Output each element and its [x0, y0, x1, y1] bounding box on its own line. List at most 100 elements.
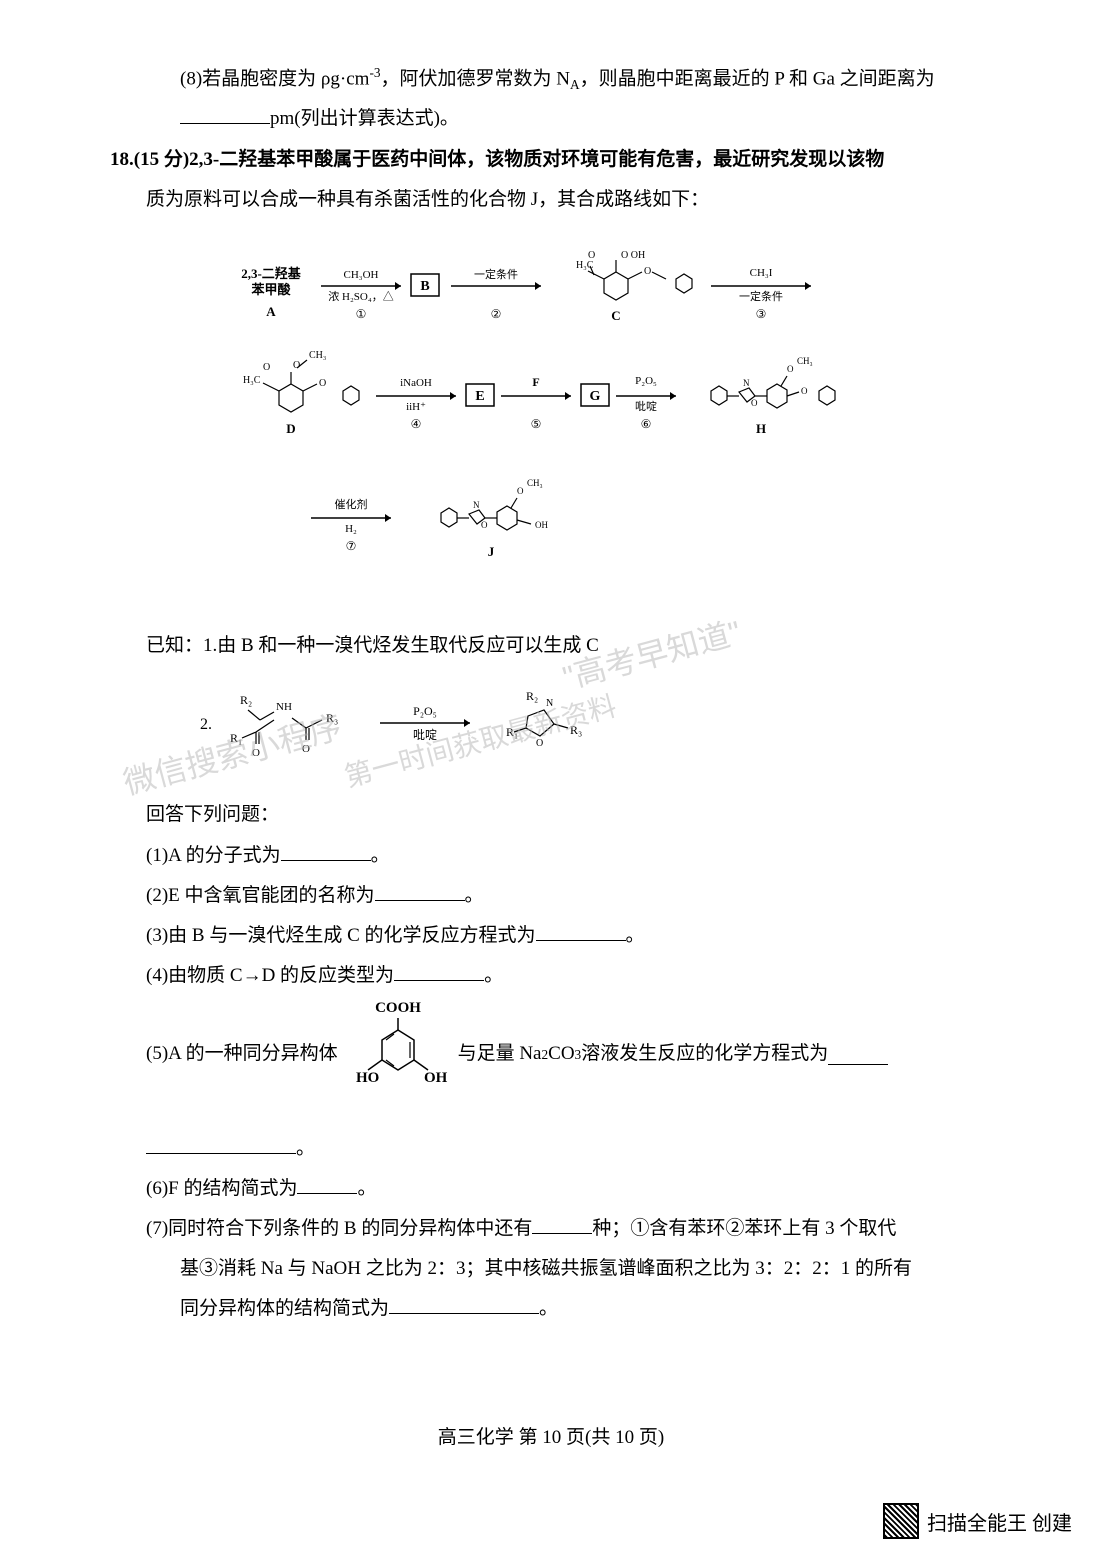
q2-end: 。 [465, 885, 484, 906]
q8-sup: -3 [369, 65, 380, 80]
q5-struct: COOH HO OH [338, 998, 458, 1111]
q7-c: 基③消耗 Na 与 NaOH 之比为 2：3；其中核磁共振氢谱峰面积之比为 3：… [110, 1251, 1012, 1287]
qr-icon [883, 1503, 919, 1539]
q8-text-b: ，阿伏加德罗常数为 N [381, 68, 570, 89]
svg-text:O: O [252, 747, 260, 759]
q5b-text: 与足量 Na [458, 1036, 542, 1072]
q8-text-c: ，则晶胞中距离最近的 P 和 Ga 之间距离为 [580, 68, 935, 89]
svg-text:OH: OH [535, 520, 548, 530]
svg-text:CH₃I: CH₃I [750, 267, 773, 279]
q8-cont: pm(列出计算表达式)。 [110, 101, 1012, 137]
svg-text:D: D [286, 421, 295, 436]
svg-text:⑤: ⑤ [531, 417, 542, 431]
svg-text:CH₃OH: CH₃OH [343, 269, 378, 281]
q8-text-a: (8)若晶胞密度为 ρg·cm [180, 68, 369, 89]
q5-sub1: 2 [541, 1042, 548, 1067]
svg-text:O: O [588, 250, 595, 261]
svg-text:OH: OH [424, 1070, 448, 1086]
svg-text:一定条件: 一定条件 [474, 267, 518, 281]
q5c-text: CO [548, 1036, 574, 1072]
q18-num: 18.(15 分)2,3-二羟基苯甲酸属于医药中间体，该物质对环境可能有危害，最… [110, 149, 884, 170]
q6-blank [297, 1173, 357, 1194]
svg-text:H₃C: H₃C [243, 375, 261, 386]
svg-text:O: O [517, 486, 524, 496]
svg-text:A: A [266, 304, 276, 319]
document-content: (8)若晶胞密度为 ρg·cm-3，阿伏加德罗常数为 NA，则晶胞中距离最近的 … [110, 60, 1012, 1328]
q7-d: 同分异构体的结构简式为 。 [110, 1291, 1012, 1327]
q5a-text: (5)A 的一种同分异构体 [146, 1036, 338, 1072]
q8-sub: A [570, 77, 580, 92]
q5-end: 。 [296, 1138, 315, 1159]
known-header: 已知：1.由 B 和一种一溴代烃发生取代反应可以生成 C [110, 628, 1012, 664]
svg-text:B: B [420, 279, 429, 294]
q4-text: (4)由物质 C→D 的反应类型为 [146, 965, 394, 986]
q18-header-cont-text: 质为原料可以合成一种具有杀菌活性的化合物 J，其合成路线如下： [146, 189, 709, 210]
q2-text: (2)E 中含氧官能团的名称为 [146, 885, 375, 906]
svg-text:CH₃: CH₃ [797, 356, 813, 366]
svg-text:⑥: ⑥ [641, 417, 652, 431]
svg-text:CH₃: CH₃ [527, 478, 543, 488]
q4-blank [394, 960, 484, 981]
q3: (3)由 B 与一溴代烃生成 C 的化学反应方程式为。 [110, 918, 1012, 954]
svg-text:R₂: R₂ [526, 689, 538, 703]
q1-text: (1)A 的分子式为 [146, 845, 281, 866]
svg-text:吡啶: 吡啶 [635, 399, 657, 413]
svg-text:H₂: H₂ [345, 523, 357, 535]
svg-text:R₃: R₃ [570, 723, 582, 737]
svg-text:苯甲酸: 苯甲酸 [250, 282, 291, 297]
q2: (2)E 中含氧官能团的名称为 。 [110, 878, 1012, 914]
svg-text:R₁: R₁ [506, 725, 518, 739]
q5d-text: 溶液发生反应的化学方程式为 [581, 1036, 828, 1072]
q5-sub2: 3 [575, 1042, 582, 1067]
svg-text:N: N [546, 698, 553, 709]
known2-svg: 2. R₂ NH R₁ O O R₃ P₂O₅ [200, 679, 680, 769]
svg-text:O: O [801, 386, 808, 396]
svg-text:①: ① [356, 307, 367, 321]
svg-text:O: O [751, 398, 758, 408]
scheme-svg: 2,3-二羟基 苯甲酸 A CH₃OH 浓 H₂SO₄，△ ① B 一定条件 ②… [201, 248, 921, 588]
q7d-text: 同分异构体的结构简式为 [180, 1298, 389, 1319]
q7-blank2 [389, 1294, 539, 1315]
svg-text:催化剂: 催化剂 [335, 497, 368, 511]
svg-text:iiH⁺: iiH⁺ [406, 401, 426, 413]
reaction-scheme: 2,3-二羟基 苯甲酸 A CH₃OH 浓 H₂SO₄，△ ① B 一定条件 ②… [110, 238, 1012, 609]
known2-scheme: 2. R₂ NH R₁ O O R₃ P₂O₅ [110, 679, 1012, 782]
svg-text:E: E [475, 389, 484, 404]
svg-text:C: C [611, 308, 620, 323]
svg-text:H: H [756, 421, 766, 436]
q7-blank [532, 1213, 592, 1234]
svg-text:P₂O₅: P₂O₅ [635, 375, 657, 387]
q6: (6)F 的结构简式为。 [110, 1171, 1012, 1207]
svg-text:O: O [787, 364, 794, 374]
svg-text:②: ② [491, 307, 502, 321]
q6-end: 。 [357, 1178, 376, 1199]
q1-blank [281, 840, 371, 861]
page-footer: 高三化学 第 10 页(共 10 页) [0, 1422, 1102, 1449]
q7a-text: (7)同时符合下列条件的 B 的同分异构体中还有 [146, 1218, 532, 1239]
svg-text:O: O [302, 743, 310, 755]
svg-text:F: F [532, 375, 539, 389]
q4: (4)由物质 C→D 的反应类型为 。 [110, 958, 1012, 994]
q3-text: (3)由 B 与一溴代烃生成 C 的化学反应方程式为 [146, 925, 536, 946]
q18-header: 18.(15 分)2,3-二羟基苯甲酸属于医药中间体，该物质对环境可能有危害，最… [110, 142, 1012, 178]
svg-text:浓 H₂SO₄，△: 浓 H₂SO₄，△ [328, 290, 393, 303]
scan-tag: 扫描全能王 创建 [883, 1503, 1072, 1539]
svg-text:HO: HO [356, 1070, 379, 1086]
q2-blank [375, 880, 465, 901]
q8-para: (8)若晶胞密度为 ρg·cm-3，阿伏加德罗常数为 NA，则晶胞中距离最近的 … [110, 60, 1012, 97]
svg-text:O: O [644, 266, 651, 277]
svg-text:O: O [536, 738, 543, 749]
q7-end: 。 [539, 1298, 558, 1319]
known-text: 已知：1.由 B 和一种一溴代烃发生取代反应可以生成 C [146, 635, 599, 656]
svg-text:2.: 2. [200, 716, 212, 733]
svg-text:N: N [743, 378, 750, 388]
q7c-text: 基③消耗 Na 与 NaOH 之比为 2：3；其中核磁共振氢谱峰面积之比为 3：… [180, 1258, 912, 1279]
q8-text-d: pm(列出计算表达式)。 [270, 108, 459, 129]
svg-text:J: J [488, 544, 495, 559]
q4-end: 。 [484, 965, 503, 986]
svg-text:O OH: O OH [621, 250, 645, 261]
q5-blank2 [146, 1133, 296, 1154]
q7-a: (7)同时符合下列条件的 B 的同分异构体中还有种；①含有苯环②苯环上有 3 个… [110, 1211, 1012, 1247]
svg-text:N: N [473, 500, 480, 510]
svg-text:2,3-二羟基: 2,3-二羟基 [241, 266, 302, 281]
